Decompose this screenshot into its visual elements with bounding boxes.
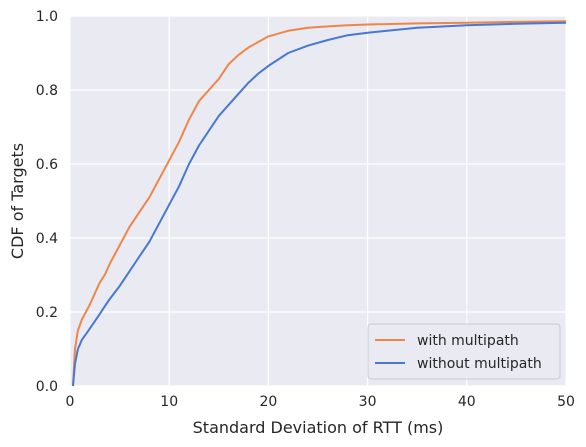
- x-tick-label: 20: [259, 394, 277, 410]
- y-tick-label: 0.2: [36, 305, 58, 321]
- y-tick-label: 0.4: [36, 231, 58, 247]
- x-axis-label: Standard Deviation of RTT (ms): [193, 418, 444, 437]
- series-lines: [72, 20, 567, 387]
- series-line-with-multipath: [72, 20, 567, 387]
- x-tick-label: 40: [458, 394, 476, 410]
- x-tick-label: 10: [160, 394, 178, 410]
- y-tick-label: 0.6: [36, 157, 58, 173]
- legend-label-with-multipath: with multipath: [417, 333, 519, 349]
- x-tick-label: 50: [557, 394, 575, 410]
- legend: with multipath without multipath: [367, 323, 561, 380]
- y-tick-label: 1.0: [36, 9, 58, 25]
- legend-box: [367, 323, 561, 380]
- y-tick-label: 0.8: [36, 83, 58, 99]
- grid-lines: [69, 15, 567, 387]
- x-tick-label: 0: [66, 394, 75, 410]
- series-line-without-multipath: [72, 21, 567, 387]
- y-tick-label: 0.0: [36, 379, 58, 395]
- tick-labels: 0 10 20 30 40 50 0.0 0.2 0.4 0.6 0.8 1.0: [36, 9, 575, 410]
- y-axis-label: CDF of Targets: [8, 143, 27, 259]
- x-tick-label: 30: [359, 394, 377, 410]
- legend-label-without-multipath: without multipath: [417, 356, 542, 372]
